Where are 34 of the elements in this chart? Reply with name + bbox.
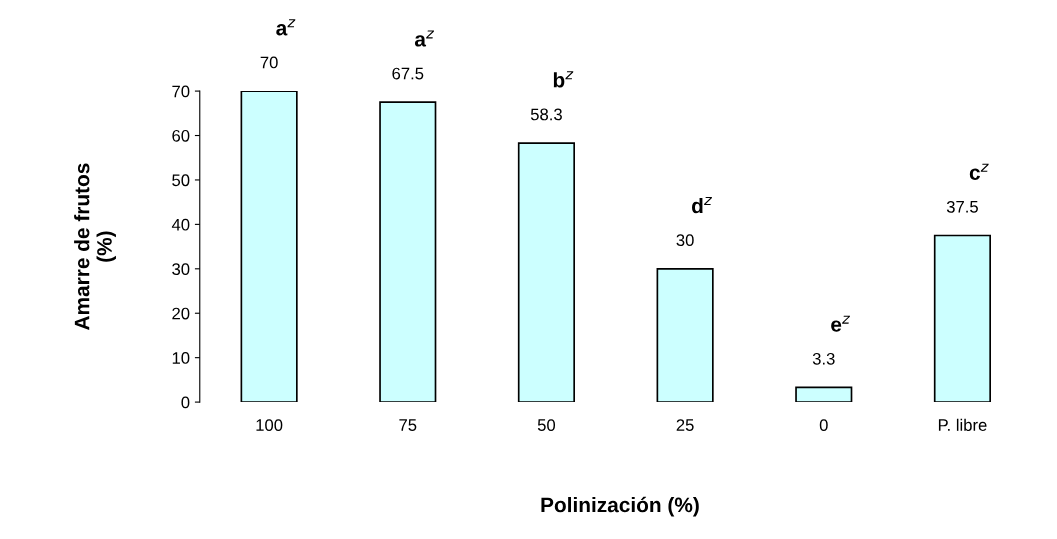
annotation: c$^{z}$ (969, 163, 989, 180)
bar (656, 267, 714, 403)
text: a$^{z}$ (276, 19, 296, 36)
bar (795, 386, 853, 403)
data-label: 3.3 (812, 352, 835, 365)
x-tick-label: 25 (676, 419, 694, 431)
y-tick-label: 10 (172, 352, 190, 364)
data-label: 37.5 (946, 200, 978, 213)
data-label: 30 (676, 234, 694, 247)
y-tick-label: 30 (172, 263, 190, 276)
x-tick-label: 50 (537, 419, 556, 431)
data-label: 70 (260, 56, 278, 69)
x-tick-label: 100 (256, 419, 283, 431)
annotation: e$^{z}$ (831, 315, 851, 332)
data-label: 67.5 (392, 67, 424, 80)
annotation: d$^{z}$ (692, 197, 712, 214)
bar (517, 142, 576, 403)
text: b$^{z}$ (553, 71, 574, 88)
bar (933, 234, 992, 403)
bar (240, 91, 298, 403)
y-tick-label: 20 (172, 307, 190, 320)
y-tick-label: 40 (171, 218, 190, 231)
y-tick-label: 50 (172, 174, 190, 187)
data-label: 58.3 (530, 108, 562, 121)
y-tick-label: 70 (172, 85, 190, 98)
bar (379, 101, 437, 403)
x-axis-title: Polinización (%) (541, 496, 699, 517)
y-tick-label: 0 (181, 396, 190, 409)
text: a$^{z}$ (414, 30, 435, 47)
y-tick-label: 60 (172, 129, 190, 142)
y-axis-title: Amarre de frutos (%) (74, 163, 116, 331)
x-tick-label: P. libre (938, 418, 987, 431)
x-tick-label: 0 (819, 419, 828, 431)
x-tick-label: 75 (399, 419, 417, 431)
